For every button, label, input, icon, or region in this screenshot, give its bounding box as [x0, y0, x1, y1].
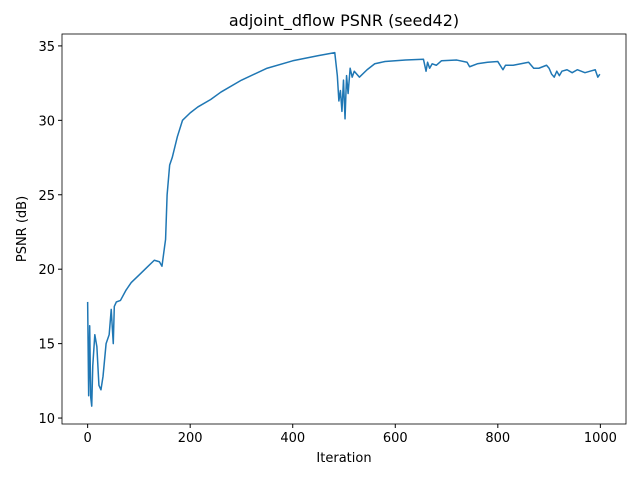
y-tick-label: 10	[38, 412, 55, 427]
y-tick-label: 20	[38, 263, 55, 278]
chart-title: adjoint_dflow PSNR (seed42)	[229, 11, 459, 31]
y-tick-label: 30	[38, 114, 55, 129]
x-axis-label: Iteration	[316, 451, 371, 466]
x-tick-label: 0	[83, 431, 91, 446]
x-tick-label: 400	[280, 431, 305, 446]
x-tick-label: 800	[485, 431, 510, 446]
y-tick-label: 15	[38, 338, 55, 353]
y-axis-label: PSNR (dB)	[15, 196, 30, 262]
x-tick-label: 1000	[584, 431, 617, 446]
y-tick-label: 35	[38, 40, 55, 55]
data-line	[86, 51, 601, 407]
y-tick-label: 25	[38, 189, 55, 204]
plot-frame	[61, 33, 627, 425]
x-tick-label: 600	[383, 431, 408, 446]
x-tick-label: 200	[178, 431, 203, 446]
